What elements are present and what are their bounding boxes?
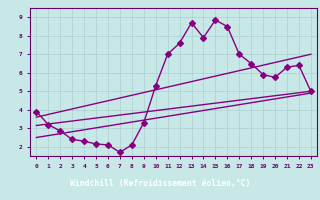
Text: Windchill (Refroidissement éolien,°C): Windchill (Refroidissement éolien,°C) [70,179,250,188]
